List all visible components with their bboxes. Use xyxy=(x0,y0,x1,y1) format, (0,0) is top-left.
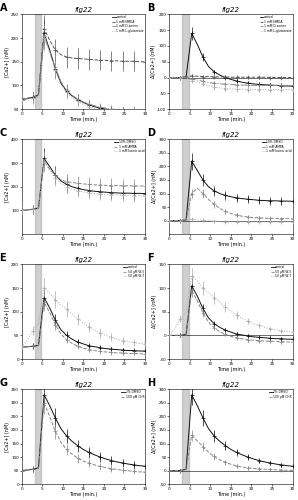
Bar xyxy=(35,14,41,109)
Text: D: D xyxy=(147,128,155,138)
Title: flg22: flg22 xyxy=(74,132,92,138)
Text: G: G xyxy=(0,378,7,388)
Legend: 2% DMSO, 100 μM CHX: 2% DMSO, 100 μM CHX xyxy=(121,390,144,399)
Legend: 10% DMSO, 1 mM AMPA, 1 mM kainic acid: 10% DMSO, 1 mM AMPA, 1 mM kainic acid xyxy=(114,140,144,153)
Legend: control, 50 μM W-5, 50 μM W-7: control, 50 μM W-5, 50 μM W-7 xyxy=(123,265,144,278)
Title: flg22: flg22 xyxy=(222,258,240,264)
Y-axis label: Δ[Ca2+] (nM): Δ[Ca2+] (nM) xyxy=(152,170,157,203)
Title: flg22: flg22 xyxy=(74,8,92,14)
X-axis label: Time (min.): Time (min.) xyxy=(217,492,245,497)
Title: flg22: flg22 xyxy=(222,132,240,138)
Bar xyxy=(182,140,189,234)
Bar xyxy=(182,14,189,109)
Bar xyxy=(35,264,41,359)
Text: H: H xyxy=(147,378,155,388)
Y-axis label: Δ[Ca2+] (nM): Δ[Ca2+] (nM) xyxy=(152,295,157,328)
Legend: control, 1 mM NMDA, 1 mM D-serine, 1 mM L-glutamate: control, 1 mM NMDA, 1 mM D-serine, 1 mM … xyxy=(260,15,292,33)
Text: C: C xyxy=(0,128,7,138)
Bar xyxy=(182,264,189,359)
Title: flg22: flg22 xyxy=(222,8,240,14)
Y-axis label: [Ca2+] (nM): [Ca2+] (nM) xyxy=(5,172,10,202)
Y-axis label: [Ca2+] (nM): [Ca2+] (nM) xyxy=(5,422,10,452)
X-axis label: Time (min.): Time (min.) xyxy=(69,492,97,497)
Text: B: B xyxy=(147,2,154,12)
X-axis label: Time (min.): Time (min.) xyxy=(217,117,245,122)
Y-axis label: Δ[Ca2+] (nM): Δ[Ca2+] (nM) xyxy=(152,420,157,454)
Legend: 10% DMSO, 1 mM AMPA, 1 mM kainic acid: 10% DMSO, 1 mM AMPA, 1 mM kainic acid xyxy=(262,140,292,153)
Title: flg22: flg22 xyxy=(74,382,92,388)
X-axis label: Time (min.): Time (min.) xyxy=(69,117,97,122)
Text: F: F xyxy=(147,252,154,262)
X-axis label: Time (min.): Time (min.) xyxy=(217,367,245,372)
Legend: 2% DMSO, 100 μM CHX: 2% DMSO, 100 μM CHX xyxy=(268,390,292,399)
Title: flg22: flg22 xyxy=(74,258,92,264)
Bar xyxy=(35,390,41,484)
Y-axis label: [Ca2+] (nM): [Ca2+] (nM) xyxy=(5,297,10,327)
X-axis label: Time (min.): Time (min.) xyxy=(69,367,97,372)
Bar xyxy=(35,140,41,234)
X-axis label: Time (min.): Time (min.) xyxy=(217,242,245,247)
Y-axis label: Δ[Ca2+] (nM): Δ[Ca2+] (nM) xyxy=(151,45,156,78)
Legend: control, 50 μM W-5, 50 μM W-7: control, 50 μM W-5, 50 μM W-7 xyxy=(271,265,292,278)
X-axis label: Time (min.): Time (min.) xyxy=(69,242,97,247)
Text: E: E xyxy=(0,252,6,262)
Bar xyxy=(182,390,189,484)
Text: A: A xyxy=(0,2,7,12)
Legend: control, 1 mM NMDA, 1 mM D-serine, 1 mM L-glutamate: control, 1 mM NMDA, 1 mM D-serine, 1 mM … xyxy=(112,15,144,33)
Title: flg22: flg22 xyxy=(222,382,240,388)
Y-axis label: [Ca2+] (nM): [Ca2+] (nM) xyxy=(5,47,10,77)
